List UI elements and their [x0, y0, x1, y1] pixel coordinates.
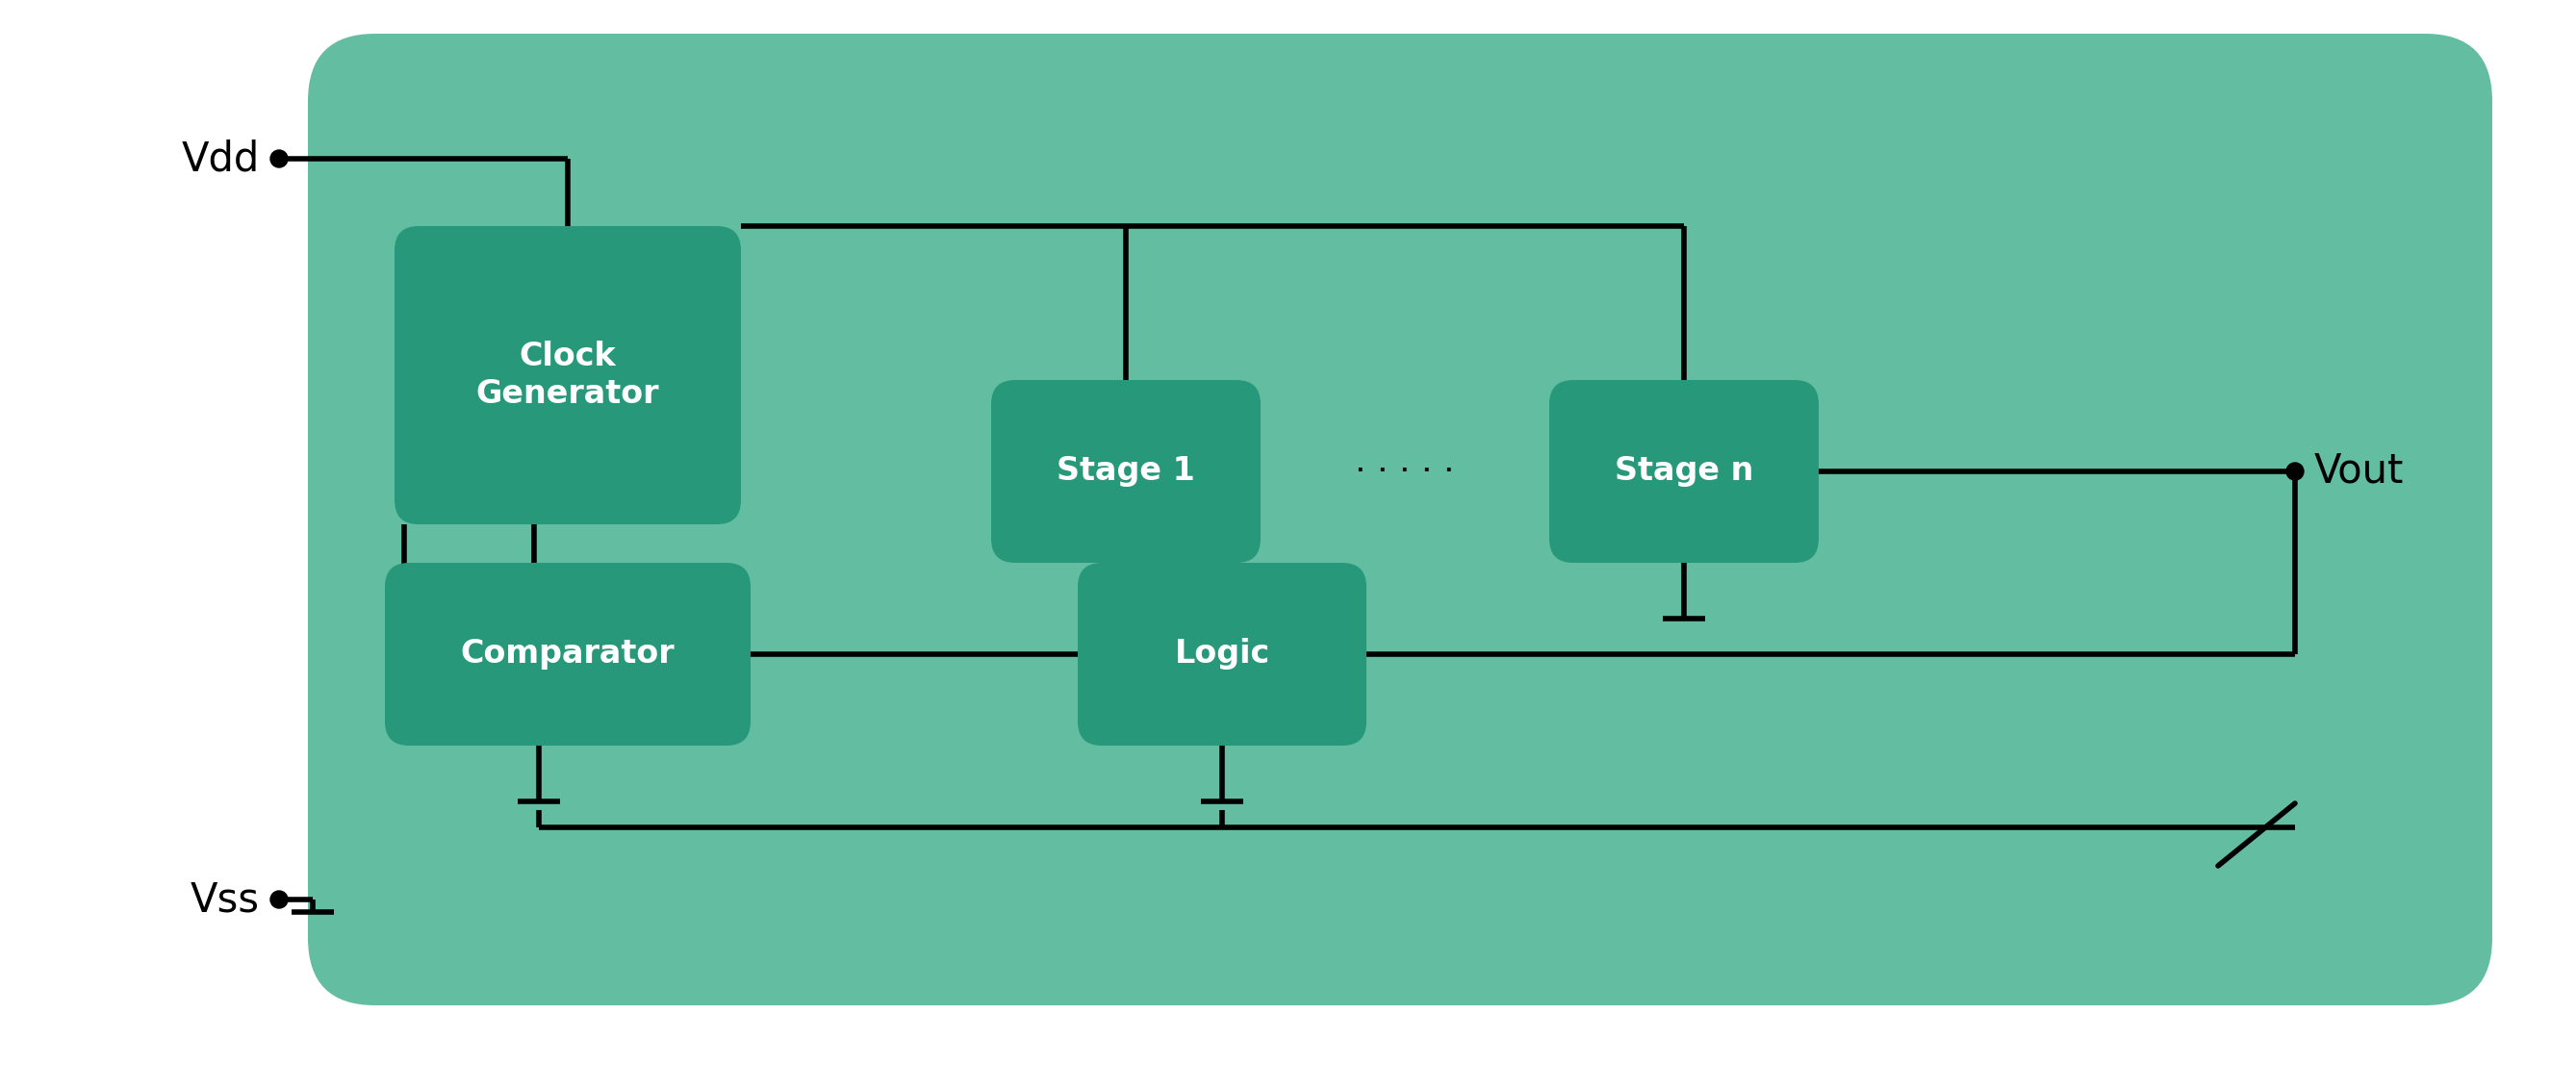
Text: · · · · ·: · · · · ·: [1355, 455, 1455, 488]
Text: Stage 1: Stage 1: [1056, 456, 1195, 488]
Circle shape: [270, 150, 289, 167]
FancyBboxPatch shape: [1548, 380, 1819, 562]
Text: Vss: Vss: [191, 880, 260, 920]
Text: Clock
Generator: Clock Generator: [477, 341, 659, 409]
Text: Logic: Logic: [1175, 638, 1270, 670]
Text: Comparator: Comparator: [461, 638, 675, 670]
FancyBboxPatch shape: [394, 226, 742, 524]
FancyBboxPatch shape: [1077, 562, 1365, 745]
FancyBboxPatch shape: [992, 380, 1260, 562]
Text: Stage n: Stage n: [1615, 456, 1754, 488]
Circle shape: [2287, 463, 2303, 480]
Circle shape: [270, 890, 289, 908]
FancyBboxPatch shape: [309, 34, 2494, 1005]
FancyBboxPatch shape: [384, 562, 750, 745]
Text: Vout: Vout: [2313, 452, 2403, 492]
Text: Vdd: Vdd: [183, 138, 260, 179]
